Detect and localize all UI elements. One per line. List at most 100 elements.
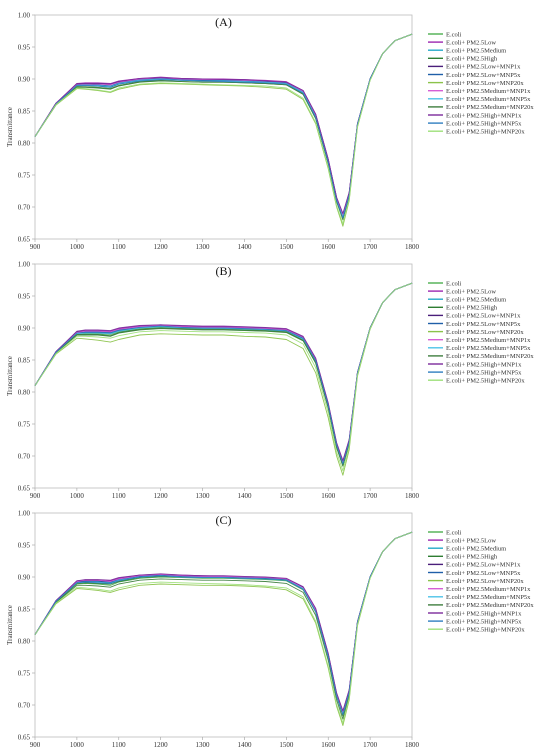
legend-label: E.coli+ PM2.5High+MNP20x: [446, 129, 525, 136]
legend-label: E.coli+ PM2.5Low+MNP1x: [446, 313, 521, 320]
series-line: [34, 531, 413, 715]
x-tick-label: 1200: [154, 741, 169, 747]
line-chart-b: 0.65 0.70 0.75 0.80 0.85 0.90 0.95 1.00 900 1000 1…: [6, 261, 534, 499]
legend-label: E.coli+ PM2.5Medium+MNP1x: [446, 88, 531, 95]
series-line: [34, 531, 413, 712]
chart-title: (C): [216, 513, 232, 527]
x-tick-label: 1000: [70, 741, 85, 747]
chart-title: (B): [216, 264, 232, 278]
legend-label: E.coli: [446, 529, 462, 536]
series-line: [34, 282, 413, 465]
series-line: [34, 33, 413, 227]
y-axis-label: Transmittance: [6, 605, 14, 645]
x-tick-label: 900: [30, 243, 41, 249]
y-tick-label: 0.70: [18, 702, 31, 710]
series-line: [34, 282, 413, 462]
y-tick-label: 0.95: [18, 542, 31, 550]
legend-label: E.coli+ PM2.5Low: [446, 288, 496, 295]
plot-area-frame: [34, 14, 413, 240]
legend-label: E.coli+ PM2.5Low+MNP20x: [446, 80, 524, 87]
x-tick-label: 1800: [405, 243, 420, 249]
legend-label: E.coli+ PM2.5Low+MNP5x: [446, 72, 521, 79]
series-line: [34, 531, 413, 717]
series-line: [34, 282, 413, 476]
x-tick-label: 1800: [405, 492, 420, 498]
x-tick-label: 1100: [112, 741, 126, 747]
y-tick-label: 0.75: [18, 421, 31, 429]
y-tick-label: 0.95: [18, 44, 31, 52]
legend-label: E.coli+ PM2.5Medium+MNP20x: [446, 353, 534, 360]
series-line: [34, 33, 413, 218]
plot-area-frame: [34, 512, 413, 738]
series-line: [34, 33, 413, 221]
series-line: [34, 33, 413, 218]
legend-label: E.coli+ PM2.5Low: [446, 537, 496, 544]
legend-label: E.coli+ PM2.5Medium+MNP5x: [446, 345, 531, 352]
legend-label: E.coli+ PM2.5Medium+MNP5x: [446, 594, 531, 601]
legend-label: E.coli+ PM2.5Low+MNP1x: [446, 64, 521, 71]
legend-label: E.coli+ PM2.5High+MNP5x: [446, 618, 522, 625]
x-tick-label: 1300: [196, 243, 211, 249]
series-line: [34, 282, 413, 463]
x-tick-label: 1800: [405, 741, 420, 747]
legend-label: E.coli+ PM2.5High: [446, 554, 498, 561]
series-line: [34, 531, 413, 714]
series-line: [34, 282, 413, 472]
legend-label: E.coli+ PM2.5Low+MNP1x: [446, 562, 521, 569]
y-tick-label: 0.85: [18, 108, 31, 116]
legend-label: E.coli+ PM2.5Low+MNP20x: [446, 329, 524, 336]
series-line: [34, 531, 413, 716]
series-line: [34, 282, 413, 461]
series-line: [34, 33, 413, 216]
x-tick-label: 1100: [112, 243, 126, 249]
y-tick-label: 0.65: [18, 485, 31, 493]
x-tick-label: 1000: [70, 492, 85, 498]
series-line: [34, 282, 413, 465]
series-line: [34, 33, 413, 219]
series-line: [34, 33, 413, 218]
y-tick-label: 0.75: [18, 670, 31, 678]
legend-label: E.coli+ PM2.5High+MNP1x: [446, 112, 522, 119]
chart-panel-c: 0.65 0.70 0.75 0.80 0.85 0.90 0.95 1.00 900 1000 1…: [0, 498, 550, 747]
x-tick-label: 1100: [112, 492, 126, 498]
legend-label: E.coli+ PM2.5Low+MNP5x: [446, 570, 521, 577]
series-line: [34, 531, 413, 714]
y-tick-label: 1.00: [18, 12, 31, 20]
x-tick-label: 1600: [321, 492, 336, 498]
legend-label: E.coli+ PM2.5High+MNP20x: [446, 378, 525, 385]
legend-label: E.coli+ PM2.5Low: [446, 39, 496, 46]
legend-label: E.coli+ PM2.5High+MNP5x: [446, 120, 522, 127]
x-tick-label: 900: [30, 741, 41, 747]
y-tick-label: 1.00: [18, 510, 31, 518]
line-chart-c: 0.65 0.70 0.75 0.80 0.85 0.90 0.95 1.00 900 1000 1…: [6, 510, 534, 747]
y-tick-label: 0.80: [18, 638, 31, 646]
series-line: [34, 282, 413, 467]
x-tick-label: 1400: [237, 492, 252, 498]
series-line: [34, 33, 413, 216]
legend-label: E.coli+ PM2.5High+MNP1x: [446, 361, 522, 368]
legend-label: E.coli+ PM2.5Medium: [446, 297, 506, 304]
y-tick-label: 0.90: [18, 76, 31, 84]
y-tick-label: 0.65: [18, 734, 31, 742]
x-tick-label: 1300: [196, 741, 211, 747]
series-line: [34, 33, 413, 217]
legend-label: E.coli: [446, 31, 462, 38]
series-line: [34, 531, 413, 712]
x-tick-label: 1500: [279, 741, 294, 747]
legend-label: E.coli+ PM2.5Low+MNP5x: [446, 321, 521, 328]
series-line: [34, 282, 413, 463]
series-line: [34, 282, 413, 464]
y-tick-label: 0.80: [18, 140, 31, 148]
series-line: [34, 531, 413, 716]
x-tick-label: 1400: [237, 243, 252, 249]
series-line: [34, 33, 413, 219]
legend-label: E.coli+ PM2.5High+MNP20x: [446, 627, 525, 634]
x-tick-label: 1600: [321, 741, 336, 747]
line-chart-a: 0.65 0.70 0.75 0.80 0.85 0.90 0.95 1.00 900 1000 1…: [6, 12, 534, 250]
legend-label: E.coli+ PM2.5Medium+MNP20x: [446, 104, 534, 111]
x-tick-label: 1400: [237, 741, 252, 747]
y-tick-label: 0.95: [18, 293, 31, 301]
x-tick-label: 1700: [363, 243, 378, 249]
